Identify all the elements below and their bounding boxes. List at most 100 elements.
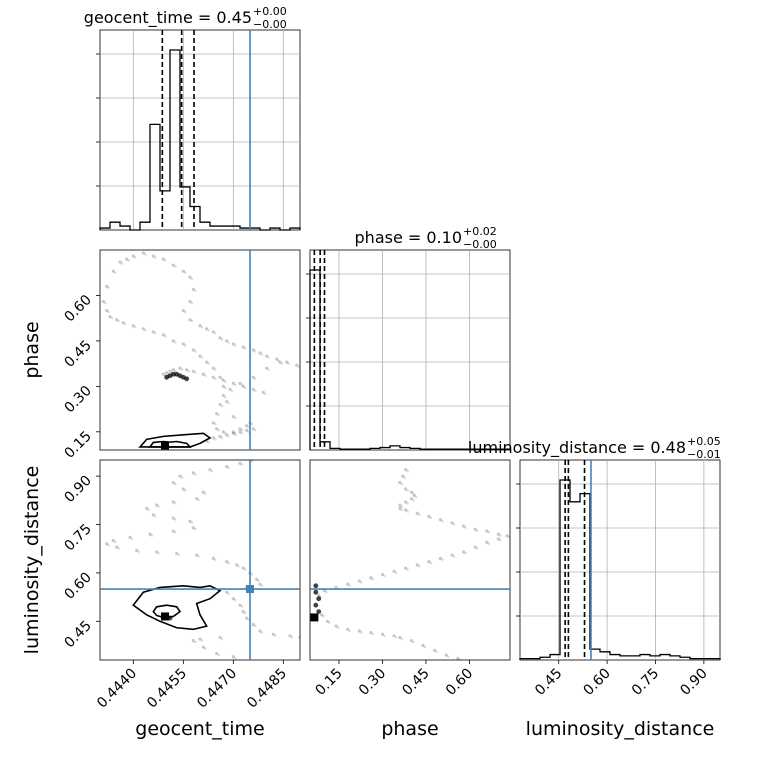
sample-point	[427, 514, 431, 519]
sample-point	[141, 251, 145, 255]
sample-point	[200, 356, 204, 359]
sample-point	[198, 324, 202, 328]
sample-point	[188, 318, 192, 322]
sample-point	[218, 434, 222, 438]
sample-point	[225, 560, 229, 564]
x-tick-label: 0.30	[356, 666, 389, 699]
hist-panel-luminosity_distance	[516, 459, 721, 661]
sample-point	[380, 632, 385, 636]
sample-point	[415, 511, 419, 515]
sample-point	[412, 499, 415, 502]
hist-title-phase: phase = 0.10	[355, 228, 462, 247]
sample-point	[124, 323, 127, 326]
sample-point	[220, 637, 224, 641]
sample-point	[346, 582, 350, 586]
sample-point	[227, 561, 230, 565]
sample-point	[151, 330, 155, 334]
sample-point	[134, 326, 137, 329]
sample-point	[348, 629, 351, 633]
hist-title-luminosity_distance: luminosity_distance = 0.48	[468, 438, 686, 458]
sample-point	[194, 289, 197, 293]
sample-point	[409, 639, 414, 643]
sample-point	[105, 284, 109, 288]
sample-point	[230, 389, 234, 393]
dense-point	[316, 609, 322, 615]
sample-point	[348, 584, 351, 587]
sample-point	[105, 542, 109, 546]
sample-point	[398, 506, 402, 510]
sample-point	[107, 286, 110, 290]
sample-point	[400, 482, 404, 486]
sample-point	[251, 427, 255, 431]
sample-point	[231, 655, 235, 659]
sample-point	[207, 441, 210, 444]
sample-point	[164, 335, 167, 338]
sample-point	[214, 558, 217, 562]
sample-point	[220, 436, 224, 440]
sample-point	[214, 368, 217, 371]
sample-point	[127, 259, 130, 262]
sample-point	[507, 536, 510, 539]
sample-point	[401, 474, 405, 478]
sample-point	[134, 256, 137, 259]
sample-point	[322, 589, 327, 593]
sample-point	[261, 390, 265, 395]
sample-point	[151, 254, 155, 258]
y-tick-label: 0.90	[61, 473, 94, 506]
x-tick-label: 0.60	[443, 666, 476, 699]
sample-point	[258, 582, 262, 586]
sample-point	[218, 375, 222, 379]
sample-point	[241, 610, 245, 614]
sample-point	[257, 579, 260, 583]
sample-point	[207, 329, 210, 332]
sample-point	[274, 634, 277, 637]
sample-point	[325, 590, 328, 594]
y-axis-label-phase: phase	[21, 321, 43, 378]
sample-point	[250, 423, 254, 426]
sample-point	[220, 404, 224, 408]
sample-point	[130, 537, 134, 541]
sample-point	[317, 593, 321, 598]
scatter-panel-geocent_time-phase	[96, 249, 301, 451]
sample-point	[429, 561, 433, 565]
sample-point	[214, 423, 217, 426]
sample-point	[108, 315, 112, 319]
sample-point	[117, 547, 120, 550]
y-tick-label: 0.15	[61, 428, 94, 461]
density-contour	[152, 604, 182, 619]
x-tick-label: 0.45	[532, 666, 565, 699]
y-tick-label: 0.45	[61, 618, 94, 651]
sample-point	[194, 371, 197, 374]
sample-point	[221, 430, 225, 434]
y-tick-label: 0.60	[61, 292, 94, 325]
sample-point	[144, 329, 147, 332]
dense-point	[313, 602, 319, 608]
sample-point	[181, 269, 185, 273]
density-contour	[138, 432, 212, 448]
sample-point	[234, 416, 237, 420]
sample-point	[171, 500, 175, 504]
sample-point	[155, 503, 159, 507]
sample-point	[404, 468, 408, 472]
sample-point	[191, 287, 195, 291]
sample-point	[144, 253, 147, 256]
sample-point	[265, 366, 269, 370]
sample-point	[215, 651, 219, 656]
axes-frame	[309, 249, 511, 451]
x-axis-label-geocent_time: geocent_time	[135, 718, 264, 740]
dense-point	[316, 596, 322, 602]
sample-point	[392, 634, 396, 638]
hist-title-sup: +0.00	[253, 5, 287, 18]
sample-point	[177, 553, 180, 557]
sample-point	[271, 632, 275, 636]
hist-title-geocent_time: geocent_time = 0.45	[84, 8, 252, 28]
sample-point	[360, 631, 363, 634]
sample-point	[487, 531, 491, 534]
truth-marker	[246, 585, 254, 594]
sample-point	[255, 577, 259, 581]
y-tick-label: 0.75	[61, 521, 94, 554]
sample-point	[406, 469, 409, 473]
sample-point	[120, 262, 124, 265]
sample-point	[211, 366, 215, 370]
sample-point	[244, 347, 247, 350]
